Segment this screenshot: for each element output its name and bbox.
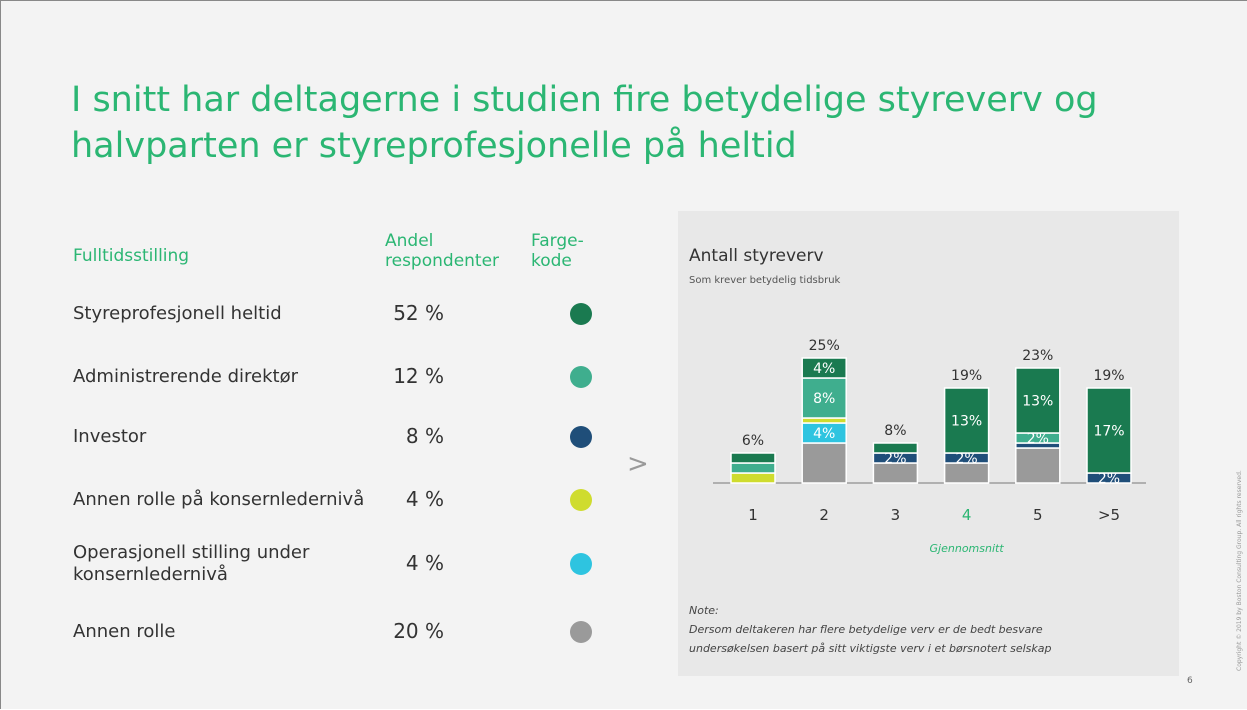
x-tick-label: 2 xyxy=(819,506,829,524)
color-dot xyxy=(570,621,592,643)
color-dot xyxy=(570,489,592,511)
bar-segment xyxy=(801,442,847,484)
x-tick-label: 3 xyxy=(891,506,901,524)
row-label: Annen rolle xyxy=(73,621,176,642)
row-label: Administrerende direktør xyxy=(73,366,298,387)
total-label: 23% xyxy=(1022,348,1053,364)
segment-label: 8% xyxy=(813,391,835,407)
table-header: Farge-kode xyxy=(531,231,584,271)
segment-label: 2% xyxy=(955,451,977,467)
row-share: 52 % xyxy=(393,301,444,325)
row-share: 12 % xyxy=(393,364,444,388)
table-header: Fulltidsstilling xyxy=(73,246,190,266)
slide-title: I snitt har deltagerne i studien fire be… xyxy=(71,80,1098,166)
color-dot xyxy=(570,426,592,448)
chart-title: Antall styreverv xyxy=(689,246,824,266)
color-dot xyxy=(570,366,592,388)
row-share: 8 % xyxy=(405,424,444,448)
bar-segment xyxy=(730,472,776,484)
chart-subtitle: Som krever betydelig tidsbruk xyxy=(689,275,841,286)
row-label: Operasjonell stilling under konsernleder… xyxy=(73,542,310,585)
segment-label: 17% xyxy=(1093,424,1124,440)
arrow: > xyxy=(627,449,649,479)
total-label: 19% xyxy=(951,368,982,384)
segment-label: 2% xyxy=(1027,431,1049,447)
color-dot xyxy=(570,553,592,575)
note-line: undersøkelsen basert på sitt viktigste v… xyxy=(689,642,1052,655)
x-tick-label: 5 xyxy=(1033,506,1043,524)
row-share: 4 % xyxy=(405,551,444,575)
total-label: 6% xyxy=(742,433,764,449)
note-line: Dersom deltakeren har flere betydelige v… xyxy=(689,623,1043,636)
bar-segment xyxy=(1015,367,1061,434)
segment-label: 4% xyxy=(813,361,835,377)
total-label: 25% xyxy=(809,338,840,354)
total-label: 19% xyxy=(1093,368,1124,384)
segment-label: 2% xyxy=(1098,471,1120,487)
x-tick-label: 4 xyxy=(962,506,972,524)
copyright: Copyright © 2019 by Boston Consulting Gr… xyxy=(1236,470,1243,671)
x-tick-label: 1 xyxy=(748,506,758,524)
annotation: Gjennomsnitt xyxy=(930,542,1005,555)
segment-label: 13% xyxy=(1022,394,1053,410)
page-number: 6 xyxy=(1187,676,1193,686)
total-label: 8% xyxy=(884,423,906,439)
bar-segment xyxy=(801,357,847,379)
segment-label: 2% xyxy=(884,451,906,467)
bar-segment xyxy=(730,462,776,474)
bar-segment xyxy=(943,387,990,454)
segment-label: 4% xyxy=(813,426,835,442)
bar-segment xyxy=(1015,447,1061,484)
table-header: Andel respondenter xyxy=(385,231,500,271)
bar-segment xyxy=(730,452,776,464)
row-label: Styreprofesjonell heltid xyxy=(73,303,282,324)
row-share: 20 % xyxy=(393,619,444,643)
row-label: Annen rolle på konsernledernivå xyxy=(73,489,365,510)
bar-segment xyxy=(872,442,919,454)
bar-segment xyxy=(1086,387,1132,474)
note-heading: Note: xyxy=(689,604,719,617)
x-tick-label: >5 xyxy=(1098,506,1120,524)
segment-label: 13% xyxy=(951,414,982,430)
row-share: 4 % xyxy=(405,487,444,511)
row-label: Investor xyxy=(73,426,147,447)
color-dot xyxy=(570,303,592,325)
